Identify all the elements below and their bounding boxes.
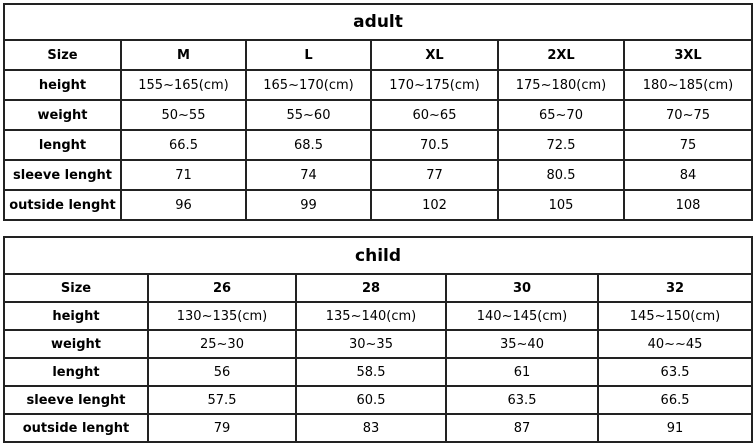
cell: 66.5 (596, 385, 754, 415)
child-size-table: child Size 26 28 30 32 height 130~135(cm) 135~14… (2, 236, 754, 443)
cell: 25~30 (147, 329, 297, 359)
cell: 77 (370, 159, 499, 191)
cell: 84 (622, 159, 754, 191)
data-row: weight 25~30 30~35 35~40 40~~45 (3, 329, 754, 359)
header-row: Size M L XL 2XL 3XL (3, 39, 754, 71)
row-label: lenght (3, 129, 122, 161)
row-label: lenght (3, 357, 149, 387)
cell: 57.5 (147, 385, 297, 415)
cell: 60.5 (295, 385, 447, 415)
cell: 30~35 (295, 329, 447, 359)
cell: 180~185(cm) (622, 69, 754, 101)
cell: 135~140(cm) (295, 301, 447, 331)
cell: 71 (120, 159, 247, 191)
cell: XL (370, 39, 499, 71)
header-row: Size 26 28 30 32 (3, 273, 754, 303)
cell: 32 (596, 273, 754, 303)
row-label: height (3, 69, 122, 101)
cell: 61 (445, 357, 599, 387)
data-row: height 130~135(cm) 135~140(cm) 140~145(cm) 1… (3, 301, 754, 331)
cell: 80.5 (497, 159, 625, 191)
cell: 91 (596, 413, 754, 443)
cell: 96 (120, 189, 247, 221)
cell: 3XL (622, 39, 754, 71)
data-row: sleeve lenght 71 74 77 80.5 84 (3, 159, 754, 191)
row-label: sleeve lenght (3, 159, 122, 191)
cell: L (245, 39, 372, 71)
title-row: child (2, 236, 754, 275)
data-row: height 155~165(cm) 165~170(cm) 170~175(cm) 1… (3, 69, 754, 101)
cell: 50~55 (120, 99, 247, 131)
cell: 155~165(cm) (120, 69, 247, 101)
cell: M (120, 39, 247, 71)
data-row: lenght 66.5 68.5 70.5 72.5 75 (3, 129, 754, 161)
row-label: weight (3, 329, 149, 359)
cell: 55~60 (245, 99, 372, 131)
cell: 60~65 (370, 99, 499, 131)
row-label: outside lenght (3, 413, 149, 443)
row-label: outside lenght (3, 189, 122, 221)
cell: 102 (370, 189, 499, 221)
row-label: weight (3, 99, 122, 131)
data-row: sleeve lenght 57.5 60.5 63.5 66.5 (3, 385, 754, 415)
cell: 99 (245, 189, 372, 221)
data-row: lenght 56 58.5 61 63.5 (3, 357, 754, 387)
cell: 87 (445, 413, 599, 443)
cell: 2XL (497, 39, 625, 71)
cell: 108 (622, 189, 754, 221)
cell: 35~40 (445, 329, 599, 359)
row-label: height (3, 301, 149, 331)
cell: 105 (497, 189, 625, 221)
cell: 72.5 (497, 129, 625, 161)
adult-size-table: adult Size M L XL 2XL 3XL height 155~165(cm) 165~… (2, 3, 754, 221)
cell: 63.5 (445, 385, 599, 415)
cell: 40~~45 (596, 329, 754, 359)
cell: 79 (147, 413, 297, 443)
cell: 70~75 (622, 99, 754, 131)
cell: 63.5 (596, 357, 754, 387)
cell: 26 (147, 273, 297, 303)
cell: 65~70 (497, 99, 625, 131)
cell: 58.5 (295, 357, 447, 387)
cell: 68.5 (245, 129, 372, 161)
title-row: adult (2, 3, 754, 41)
row-label: Size (3, 39, 122, 71)
cell: 56 (147, 357, 297, 387)
cell: 75 (622, 129, 754, 161)
table-title: adult (2, 3, 754, 41)
data-row: outside lenght 79 83 87 91 (3, 413, 754, 443)
data-row: outside lenght 96 99 102 105 108 (3, 189, 754, 221)
cell: 175~180(cm) (497, 69, 625, 101)
cell: 140~145(cm) (445, 301, 599, 331)
cell: 66.5 (120, 129, 247, 161)
row-label: sleeve lenght (3, 385, 149, 415)
row-label: Size (3, 273, 149, 303)
cell: 74 (245, 159, 372, 191)
data-row: weight 50~55 55~60 60~65 65~70 70~75 (3, 99, 754, 131)
cell: 130~135(cm) (147, 301, 297, 331)
cell: 30 (445, 273, 599, 303)
cell: 145~150(cm) (596, 301, 754, 331)
cell: 83 (295, 413, 447, 443)
cell: 70.5 (370, 129, 499, 161)
cell: 28 (295, 273, 447, 303)
table-title: child (2, 236, 754, 275)
cell: 165~170(cm) (245, 69, 372, 101)
cell: 170~175(cm) (370, 69, 499, 101)
